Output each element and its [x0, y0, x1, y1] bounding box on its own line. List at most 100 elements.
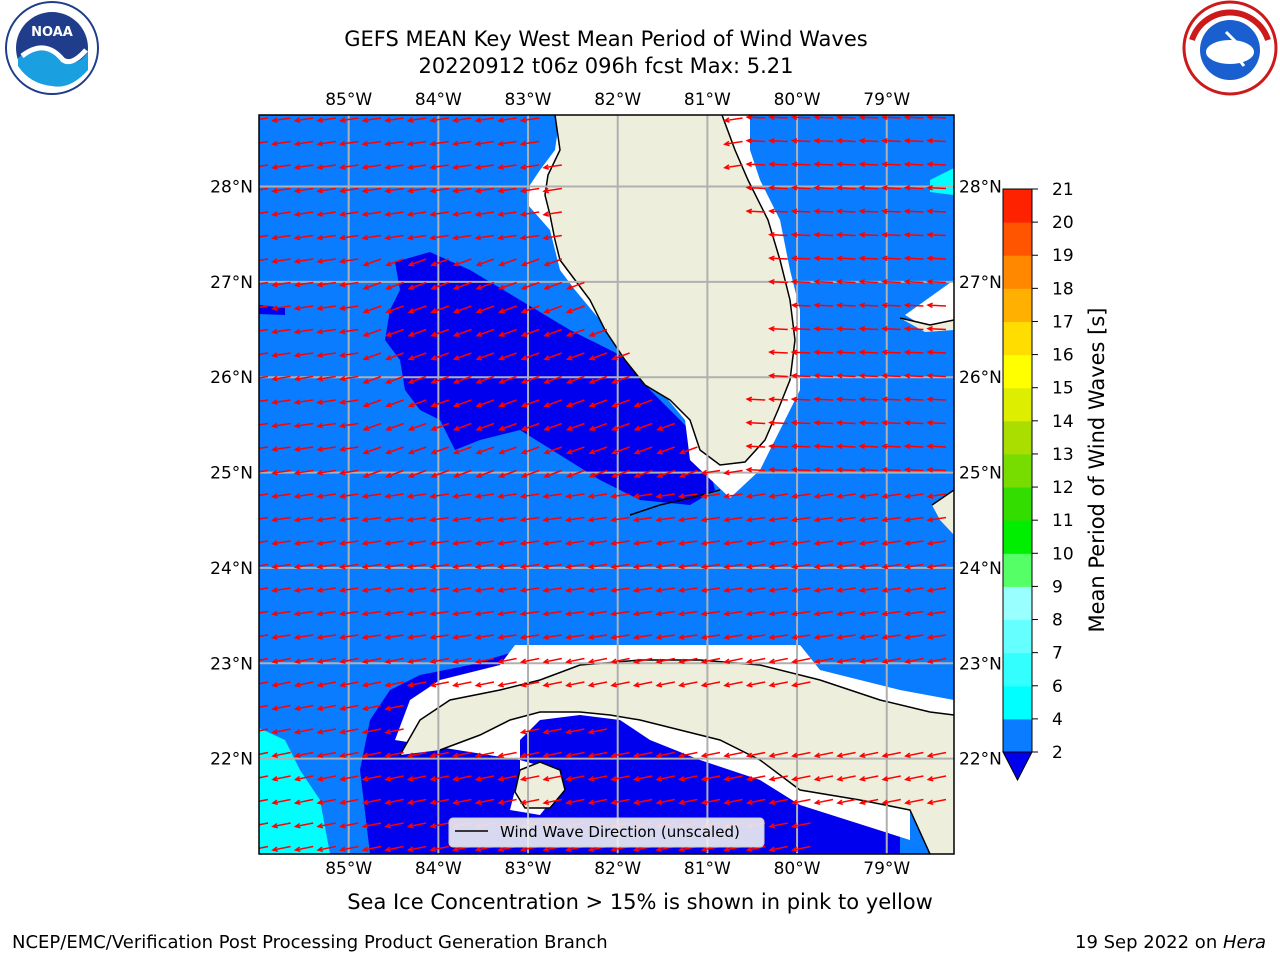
wind-wave-arrowhead [338, 446, 346, 452]
wind-wave-arrowhead [293, 352, 301, 358]
wind-wave-arrow [905, 493, 924, 498]
wind-wave-arrowhead [475, 308, 483, 314]
wind-wave-arrowhead [768, 349, 775, 356]
wind-wave-arrow [317, 516, 336, 521]
wind-wave-arrowhead [474, 117, 482, 123]
wind-wave-arrowhead [835, 137, 843, 144]
wind-wave-arrowhead [271, 422, 278, 429]
footer-host: Hera [1222, 932, 1266, 953]
wind-wave-arrowhead [384, 587, 391, 593]
wind-wave-arrowhead [655, 799, 663, 806]
wind-wave-arrowhead [881, 115, 888, 121]
wind-wave-arrowhead [926, 137, 933, 144]
wind-wave-arrowhead [474, 234, 482, 241]
wind-wave-arrowhead [362, 308, 370, 314]
wind-wave-arrowhead [835, 302, 843, 309]
wind-wave-arrowhead [903, 137, 911, 144]
wind-wave-arrowhead [926, 563, 934, 570]
wind-wave-arrow [340, 587, 359, 592]
wind-wave-arrowhead [543, 378, 550, 384]
wind-wave-arrow [882, 374, 901, 378]
wind-wave-arrowhead [903, 396, 911, 403]
wind-wave-arrowhead [881, 349, 888, 356]
wind-wave-arrow [385, 140, 404, 145]
wind-wave-arrowhead [361, 658, 369, 665]
colorbar-tick-label: 8 [1052, 611, 1063, 631]
wind-wave-arrow [295, 610, 314, 615]
wind-wave-arrowhead [271, 164, 278, 170]
wind-wave-arrowhead [451, 516, 459, 523]
wind-wave-arrowhead [836, 540, 843, 546]
wind-wave-arrowhead [564, 634, 572, 640]
wind-wave-arrow [770, 681, 788, 687]
wind-wave-arrow [679, 587, 698, 592]
lon-label-bottom: 80°W [774, 859, 821, 879]
colorbar-extend-arrow [1002, 751, 1033, 782]
wind-wave-arrowhead [835, 419, 843, 426]
wind-wave-arrowhead [361, 775, 369, 782]
wind-wave-arrow [522, 422, 540, 431]
wind-wave-arrowhead [587, 775, 595, 782]
wind-wave-arrow [680, 446, 698, 454]
wind-wave-arrowhead [452, 308, 460, 314]
wind-wave-arrow [905, 610, 924, 615]
wind-wave-arrowhead [316, 540, 324, 546]
wind-wave-arrow [724, 469, 743, 474]
wind-wave-arrowhead [271, 775, 278, 782]
wind-wave-arrowhead [250, 824, 255, 828]
colorbar-segment [1003, 652, 1032, 687]
wind-wave-arrow [589, 493, 608, 498]
wind-wave-arrowhead [452, 752, 459, 759]
wind-wave-arrowhead [723, 587, 730, 593]
colorbar-outline [1002, 188, 1033, 753]
wind-wave-arrowhead [316, 634, 324, 640]
wind-wave-arrowhead [632, 493, 640, 499]
wind-wave-arrow [408, 140, 427, 145]
wind-wave-arrowhead [407, 284, 415, 290]
wind-wave-arrow [747, 516, 766, 521]
wind-wave-arrowhead [836, 775, 843, 782]
wind-wave-arrowhead [904, 799, 911, 806]
wind-wave-arrowhead [429, 658, 437, 665]
wind-wave-arrowhead [791, 681, 798, 688]
wind-wave-arrow [882, 493, 901, 498]
wind-wave-arrow [431, 845, 449, 851]
wind-wave-arrow [453, 211, 472, 216]
wind-wave-arrowhead [813, 775, 821, 782]
wind-wave-arrowhead [250, 706, 255, 710]
wind-wave-arrowhead [475, 472, 483, 478]
wind-wave-arrowhead [678, 681, 685, 688]
wind-wave-arrowhead [835, 255, 843, 262]
wind-wave-arrow [882, 186, 901, 190]
wind-wave-arrowhead [768, 775, 776, 782]
wind-wave-arrowhead [519, 211, 527, 217]
wind-wave-arrowhead [745, 752, 753, 759]
wind-wave-arrow [567, 399, 585, 407]
wind-wave-arrowhead [768, 681, 776, 688]
wind-wave-arrow [589, 446, 608, 454]
wind-wave-arrowhead [339, 822, 346, 829]
wind-wave-arrow [724, 516, 743, 521]
wind-wave-arrowhead [385, 402, 392, 408]
wind-wave-arrow [747, 845, 766, 851]
wind-wave-arrowhead [384, 752, 391, 759]
wind-wave-arrowhead [926, 658, 934, 665]
wind-wave-arrow [566, 516, 585, 521]
wind-wave-arrow [385, 634, 404, 639]
wind-wave-arrow [408, 587, 427, 592]
wind-wave-arrow [792, 280, 811, 284]
wind-wave-arrow [724, 657, 743, 663]
wind-wave-arrow [317, 352, 336, 357]
wind-wave-arrowhead [498, 261, 505, 267]
wind-wave-arrow [317, 422, 336, 427]
wind-wave-arrow [544, 281, 563, 290]
wind-wave-arrow [905, 233, 924, 237]
wind-wave-arrowhead [250, 118, 255, 122]
wind-wave-arrow [408, 164, 427, 169]
wind-wave-arrow [431, 775, 449, 781]
wind-wave-arrow [566, 587, 585, 592]
wind-wave-arrowhead [293, 469, 301, 476]
wind-wave-arrowhead [768, 752, 776, 759]
wind-wave-arrow [521, 587, 540, 592]
wind-wave-arrowhead [813, 372, 820, 379]
